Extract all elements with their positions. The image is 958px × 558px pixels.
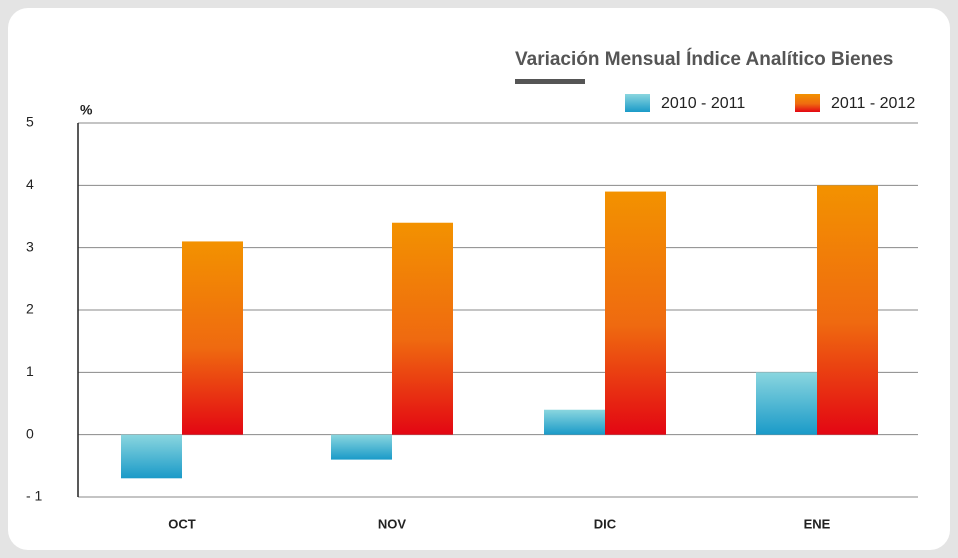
x-tick-label: OCT <box>168 516 196 531</box>
bar <box>605 191 666 435</box>
bar <box>121 434 182 479</box>
panel <box>8 8 950 550</box>
y-tick-label: - 1 <box>26 488 43 504</box>
bar <box>182 241 243 435</box>
x-tick-label: DIC <box>594 516 617 531</box>
bar <box>392 222 453 435</box>
y-tick-label: 4 <box>26 176 34 192</box>
x-tick-label: ENE <box>804 516 831 531</box>
y-tick-label: 1 <box>26 363 34 379</box>
bar <box>756 372 817 435</box>
legend-label: 2011 - 2012 <box>831 95 915 112</box>
legend-swatch <box>625 94 650 112</box>
legend-swatch <box>795 94 820 112</box>
bar <box>544 409 605 435</box>
y-tick-label: 0 <box>26 425 34 441</box>
y-axis-label: % <box>80 102 93 118</box>
bar <box>331 434 392 460</box>
y-tick-label: 2 <box>26 301 34 317</box>
bar <box>817 185 878 435</box>
chart-title: Variación Mensual Índice Analítico Biene… <box>515 48 893 70</box>
legend-label: 2010 - 2011 <box>661 95 745 112</box>
y-tick-label: 5 <box>26 114 34 130</box>
x-tick-label: NOV <box>378 516 407 531</box>
title-underline <box>515 79 585 84</box>
y-tick-label: 3 <box>26 238 34 254</box>
